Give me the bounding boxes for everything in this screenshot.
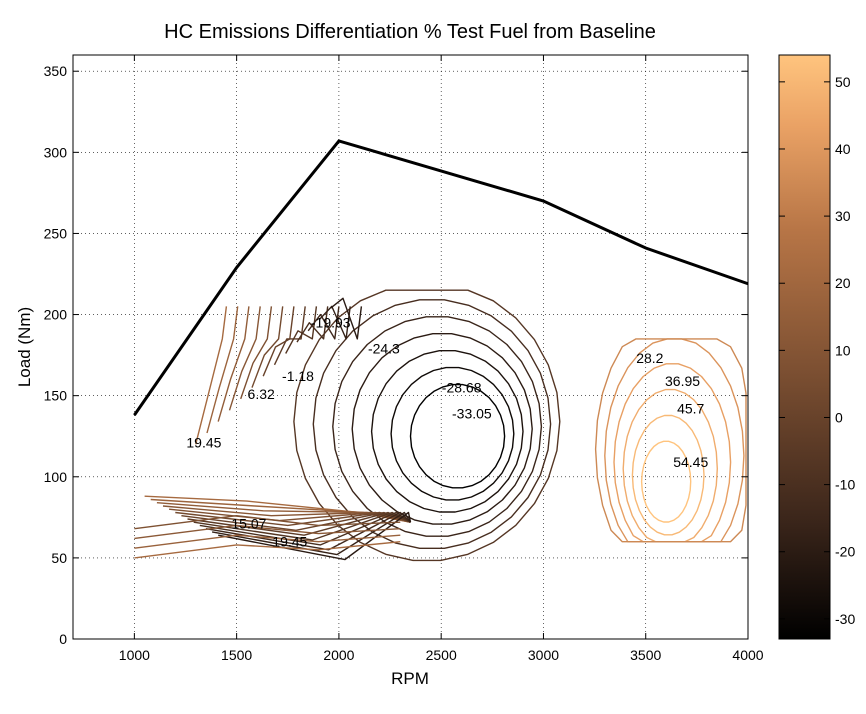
- colorbar-ticks: -30 -20 -10 0 10 20 30 40 50: [779, 74, 855, 627]
- contour-line: [228, 306, 261, 411]
- contour-line: [307, 306, 340, 340]
- x-axis-ticks: 1000 1500 2000 2500 3000 3500 4000: [119, 55, 764, 663]
- y-tick-label: 300: [44, 144, 68, 160]
- contour-line: [594, 338, 747, 543]
- contour-label: -19.93: [311, 315, 351, 331]
- contour-lines: [134, 289, 747, 562]
- contour-label: 6.32: [248, 386, 275, 402]
- contour-line: [134, 534, 401, 549]
- colorbar-tick-label: -20: [835, 544, 855, 560]
- colorbar-tick-label: -30: [835, 611, 855, 627]
- contour-labels: 19.45 6.32 -1.18 -19.93 -24.3 -28.68 -33.05 15.…: [186, 315, 708, 550]
- contour-line: [262, 306, 295, 377]
- contour-line: [409, 383, 506, 489]
- contour-line: [217, 306, 250, 422]
- contour-label: -1.18: [282, 368, 314, 384]
- contour-label: 36.95: [665, 373, 700, 389]
- colorbar-tick-label: 50: [835, 74, 851, 90]
- colorbar: -30 -20 -10 0 10 20 30 40 50: [778, 54, 855, 640]
- chart-title: HC Emissions Differentiation % Test Fuel…: [164, 21, 656, 43]
- contour-line: [211, 511, 412, 556]
- colorbar-tick-label: 0: [835, 409, 843, 425]
- contour-line: [318, 305, 351, 340]
- plot-border: [72, 54, 749, 640]
- contour-line: [251, 306, 284, 388]
- contour-line: [351, 333, 533, 525]
- y-tick-label: 150: [44, 388, 68, 404]
- y-axis-label: Load (Nm): [15, 307, 34, 387]
- x-tick-label: 2500: [426, 647, 457, 663]
- contour-line: [199, 511, 411, 546]
- contour-line: [631, 414, 705, 536]
- y-tick-label: 100: [44, 469, 68, 485]
- contour-line: [312, 299, 552, 549]
- plot-area: 19.45 6.32 -1.18 -19.93 -24.3 -28.68 -33.05 15.…: [44, 54, 764, 663]
- contour-label: -24.3: [368, 340, 400, 356]
- contour-line: [175, 511, 411, 527]
- contour-label: 19.45: [272, 534, 307, 550]
- contour-line: [240, 306, 273, 400]
- contour-line: [370, 350, 524, 513]
- contour-label: 54.45: [673, 454, 708, 470]
- contour-line: [134, 515, 401, 530]
- contour-line: [640, 440, 692, 523]
- colorbar-tick-label: 40: [835, 141, 851, 157]
- y-tick-label: 350: [44, 63, 68, 79]
- contour-line: [134, 524, 401, 540]
- contour-label: 45.7: [677, 401, 704, 417]
- x-tick-label: 4000: [732, 647, 763, 663]
- contour-line: [390, 366, 515, 501]
- x-tick-label: 3000: [528, 647, 559, 663]
- colorbar-tick-label: 10: [835, 342, 851, 358]
- contour-label: 15.07: [231, 516, 266, 532]
- contour-label: -33.05: [452, 405, 492, 421]
- contour-line: [293, 289, 561, 562]
- contour-line: [195, 306, 228, 445]
- y-tick-label: 0: [59, 631, 67, 647]
- colorbar-gradient: [778, 54, 831, 640]
- contour-line: [330, 297, 363, 340]
- y-axis-ticks: 0 50 100 150 200 250 300 350: [44, 63, 748, 647]
- x-tick-label: 2000: [323, 647, 354, 663]
- max-torque-curve: [133, 139, 749, 416]
- contour-label: -28.68: [442, 379, 482, 395]
- x-tick-label: 3500: [630, 647, 661, 663]
- contour-line: [206, 306, 239, 434]
- colorbar-tick-label: 30: [835, 208, 851, 224]
- x-tick-label: 1000: [119, 647, 150, 663]
- x-axis-label: RPM: [391, 669, 429, 688]
- x-tick-label: 1500: [221, 647, 252, 663]
- y-tick-label: 200: [44, 307, 68, 323]
- colorbar-tick-label: 20: [835, 275, 851, 291]
- y-tick-label: 50: [51, 550, 67, 566]
- contour-label: 28.2: [636, 350, 663, 366]
- contour-line: [134, 541, 401, 559]
- contour-label: 19.45: [186, 435, 221, 451]
- y-tick-label: 250: [44, 225, 68, 241]
- colorbar-tick-label: -10: [835, 477, 855, 493]
- contour-line: [622, 388, 718, 543]
- contour-line: [332, 316, 543, 537]
